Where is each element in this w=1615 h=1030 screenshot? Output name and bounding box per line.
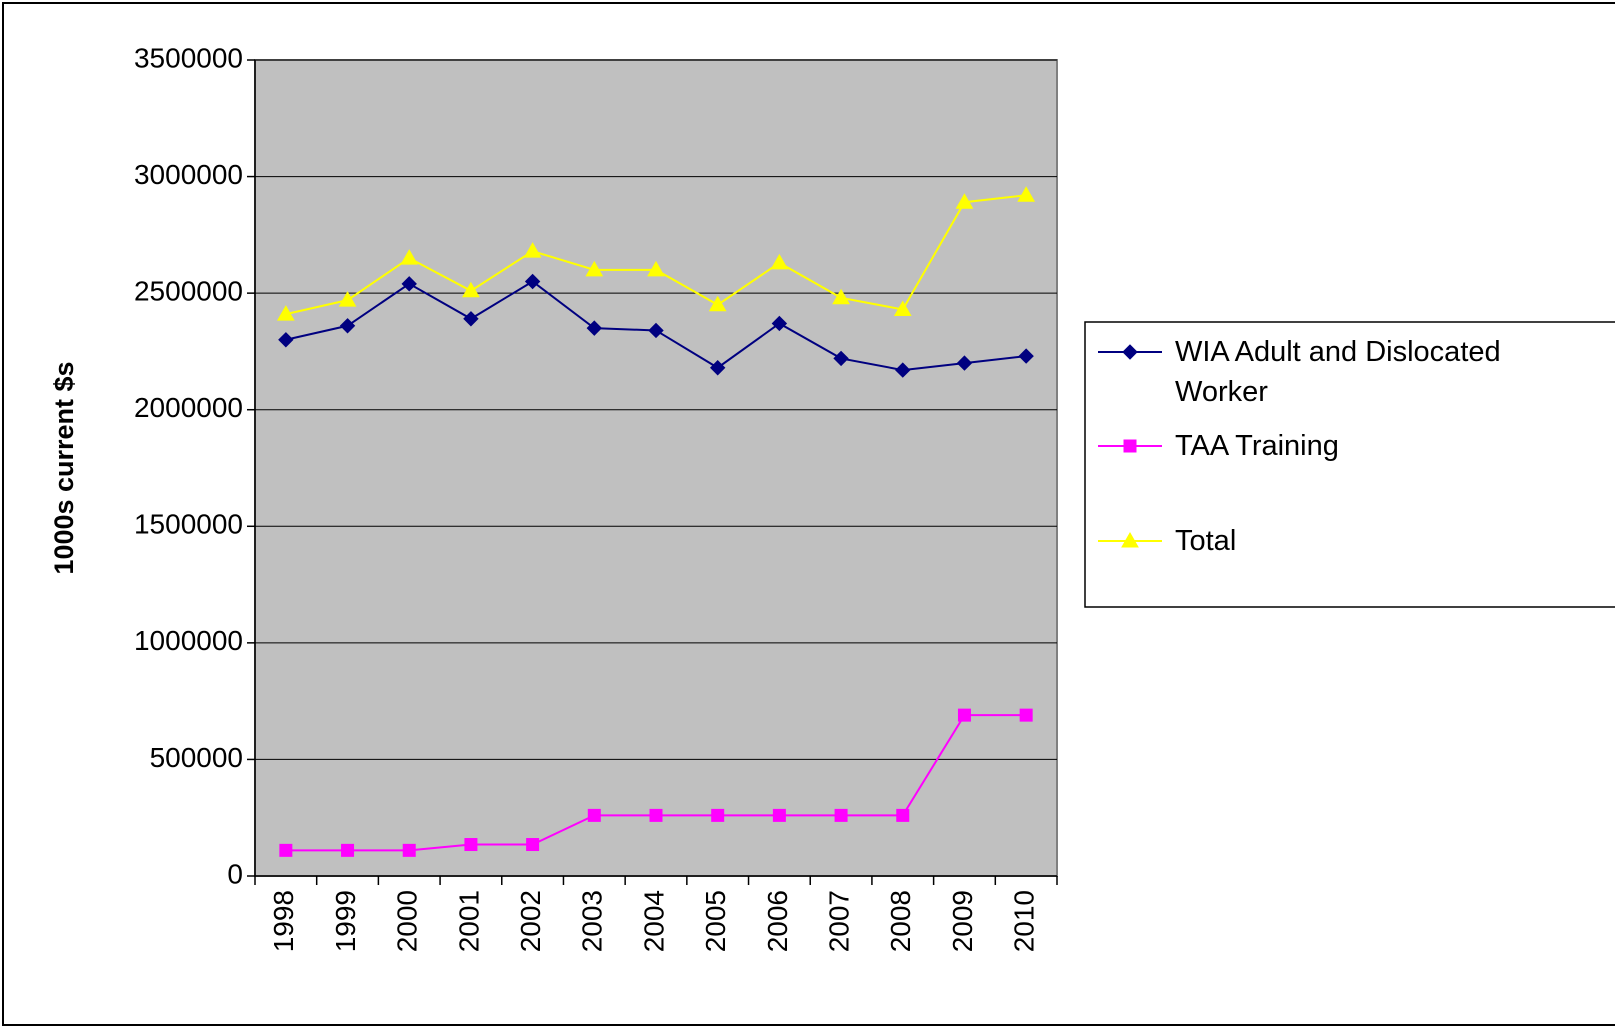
legend-marker [1121,531,1139,548]
marker [647,260,665,277]
x-tick-label: 2005 [700,890,731,952]
y-axis-label: 1000s current $s [49,361,79,574]
y-tick-label: 500000 [150,742,243,773]
marker [648,322,664,339]
marker [771,315,788,332]
marker [708,295,727,312]
plot-area [254,59,1058,877]
marker [893,300,912,316]
x-tick-label: 2003 [577,890,608,952]
marker [711,808,725,822]
marker [400,249,419,265]
marker [957,708,971,722]
marker [956,355,973,371]
marker [585,260,604,277]
marker [772,808,786,822]
marker [955,193,974,209]
marker [523,242,542,258]
y-tick-label: 2500000 [134,276,243,307]
legend-marker [1122,344,1138,360]
y-tick-label: 2000000 [134,392,243,423]
y-tick-label: 3500000 [134,42,243,73]
legend-entry: WIA Adult and Dislocated Worker [1175,336,1501,408]
marker [1017,186,1036,202]
legend-label: WIA Adult and Dislocated Worker [1175,336,1501,408]
marker [463,311,479,327]
marker [526,838,540,852]
x-tick-label: 2009 [947,890,978,952]
marker [587,808,601,822]
marker [401,276,417,292]
x-tick-label: 2008 [885,890,916,952]
marker [339,318,356,334]
x-tick-label: 2010 [1009,890,1040,952]
x-tick-label: 1999 [330,890,361,952]
marker [896,808,910,822]
y-tick-label: 1000000 [134,625,243,656]
x-tick-label: 2007 [823,890,854,952]
marker [524,273,541,290]
y-tick-label: 1500000 [134,509,243,540]
marker [1018,348,1034,364]
marker [586,320,603,336]
marker [279,843,293,857]
legend-label: Total [1175,525,1237,557]
y-tick-label: 0 [227,858,243,889]
x-tick-label: 1998 [268,890,299,952]
marker [341,843,355,857]
marker [832,288,850,305]
marker [278,332,294,348]
x-tick-label: 2002 [515,890,546,952]
x-tick-label: 2006 [762,890,793,952]
legend-entry: TAA Training [1175,430,1339,462]
marker [709,360,726,376]
marker [276,305,295,321]
marker [649,808,663,822]
legend-box [1084,321,1615,608]
marker [770,253,789,270]
legend-marker [1123,439,1137,453]
marker [834,808,848,822]
marker [1019,708,1033,722]
marker [338,291,357,307]
x-tick-label: 2000 [392,890,423,952]
marker [464,838,478,852]
marker [833,350,849,367]
y-tick-label: 3000000 [134,159,243,190]
legend-entry: Total [1175,525,1237,557]
marker [402,843,416,857]
x-tick-label: 2004 [638,890,669,952]
legend-label: TAA Training [1175,430,1339,462]
marker [462,281,480,298]
marker [895,362,911,378]
x-tick-label: 2001 [453,890,484,952]
